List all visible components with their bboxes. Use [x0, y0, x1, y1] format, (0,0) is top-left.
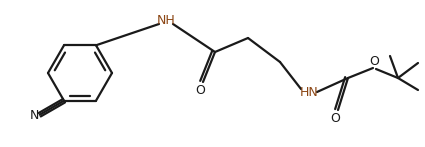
- Text: O: O: [369, 55, 379, 67]
- Text: NH: NH: [157, 14, 176, 26]
- Text: O: O: [195, 83, 205, 96]
- Text: HN: HN: [300, 86, 318, 98]
- Text: O: O: [330, 112, 340, 125]
- Text: N: N: [30, 109, 40, 122]
